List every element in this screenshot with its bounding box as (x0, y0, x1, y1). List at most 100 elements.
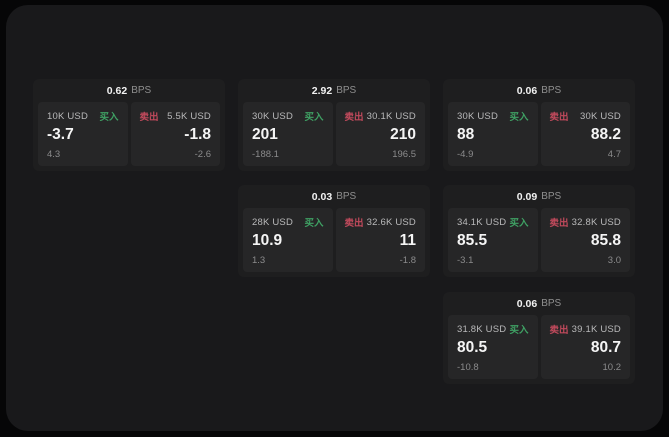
sell-amount: 32.6K USD (366, 216, 416, 228)
quote-body: 10K USD 买入 -3.7 4.3 卖出 5.5K USD -1.8 -2.… (33, 102, 225, 171)
buy-pane-top: 28K USD 买入 (252, 215, 324, 230)
quote-card: 0.06 BPS 30K USD 买入 88 -4.9 卖出 30K USD (443, 79, 635, 171)
sell-price: 80.7 (590, 339, 621, 356)
quote-body: 34.1K USD 买入 85.5 -3.1 卖出 32.8K USD 85.8… (443, 208, 635, 277)
bps-value: 0.06 (516, 297, 538, 310)
quote-card: 0.09 BPS 34.1K USD 买入 85.5 -3.1 卖出 32.8K… (443, 185, 635, 277)
buy-price: 85.5 (457, 232, 488, 249)
buy-amount: 30K USD (252, 110, 294, 122)
buy-pane[interactable]: 10K USD 买入 -3.7 4.3 (38, 102, 128, 166)
buy-delta: -4.9 (457, 149, 474, 160)
bps-header: 0.06 BPS (443, 292, 635, 315)
sell-pane[interactable]: 卖出 32.6K USD 11 -1.8 (335, 208, 425, 272)
bps-header: 0.03 BPS (238, 185, 430, 208)
bps-header: 2.92 BPS (238, 79, 430, 102)
buy-pane-top: 30K USD 买入 (252, 109, 324, 124)
bps-value: 0.03 (311, 190, 333, 203)
buy-price: 80.5 (457, 339, 488, 356)
buy-delta: -3.1 (457, 255, 474, 266)
sell-pane-top: 卖出 32.6K USD (344, 215, 417, 230)
sell-pane-top: 卖出 5.5K USD (139, 109, 212, 124)
buy-tag: 买入 (304, 218, 324, 229)
bps-header: 0.06 BPS (443, 79, 635, 102)
bps-unit: BPS (336, 191, 357, 202)
sell-pane-top: 卖出 32.8K USD (549, 215, 622, 230)
sell-delta: 10.2 (602, 362, 622, 373)
sell-tag: 卖出 (139, 112, 159, 123)
quotes-panel: 0.62 BPS 10K USD 买入 -3.7 4.3 卖出 5.5K USD (6, 5, 663, 431)
buy-amount: 28K USD (252, 216, 294, 228)
sell-pane[interactable]: 卖出 5.5K USD -1.8 -2.6 (130, 102, 220, 166)
sell-pane[interactable]: 卖出 30.1K USD 210 196.5 (335, 102, 425, 166)
buy-pane-top: 10K USD 买入 (47, 109, 119, 124)
sell-amount: 39.1K USD (571, 323, 621, 335)
sell-tag: 卖出 (344, 218, 364, 229)
quote-body: 28K USD 买入 10.9 1.3 卖出 32.6K USD 11 -1.8 (238, 208, 430, 277)
buy-tag: 买入 (509, 218, 529, 229)
buy-delta: 1.3 (252, 255, 266, 266)
sell-amount: 30K USD (579, 110, 621, 122)
sell-delta: 196.5 (392, 149, 416, 160)
bps-unit: BPS (131, 85, 152, 96)
sell-pane-top: 卖出 30K USD (549, 109, 622, 124)
bps-unit: BPS (541, 85, 562, 96)
sell-amount: 5.5K USD (167, 110, 211, 122)
buy-pane[interactable]: 30K USD 买入 88 -4.9 (448, 102, 538, 166)
bps-value: 0.62 (106, 84, 128, 97)
buy-delta: 4.3 (47, 149, 61, 160)
buy-pane-top: 31.8K USD 买入 (457, 322, 529, 337)
quote-card: 0.06 BPS 31.8K USD 买入 80.5 -10.8 卖出 39.1… (443, 292, 635, 384)
buy-pane[interactable]: 30K USD 买入 201 -188.1 (243, 102, 333, 166)
sell-pane[interactable]: 卖出 32.8K USD 85.8 3.0 (540, 208, 630, 272)
sell-price: 85.8 (590, 232, 621, 249)
buy-price: -3.7 (47, 126, 74, 143)
buy-pane-top: 34.1K USD 买入 (457, 215, 529, 230)
sell-pane-top: 卖出 39.1K USD (549, 322, 622, 337)
buy-price: 10.9 (252, 232, 283, 249)
buy-tag: 买入 (509, 112, 529, 123)
sell-pane[interactable]: 卖出 39.1K USD 80.7 10.2 (540, 315, 630, 379)
sell-amount: 32.8K USD (571, 216, 621, 228)
buy-pane[interactable]: 34.1K USD 买入 85.5 -3.1 (448, 208, 538, 272)
buy-amount: 34.1K USD (457, 216, 507, 228)
bps-value: 0.09 (516, 190, 538, 203)
sell-delta: 4.7 (607, 149, 621, 160)
buy-pane-top: 30K USD 买入 (457, 109, 529, 124)
sell-pane-top: 卖出 30.1K USD (344, 109, 417, 124)
sell-price: 11 (399, 232, 416, 249)
buy-tag: 买入 (304, 112, 324, 123)
sell-tag: 卖出 (549, 218, 569, 229)
bps-unit: BPS (541, 191, 562, 202)
quote-card: 2.92 BPS 30K USD 买入 201 -188.1 卖出 30.1K … (238, 79, 430, 171)
buy-delta: -10.8 (457, 362, 479, 373)
sell-price: 88.2 (590, 126, 621, 143)
sell-delta: -1.8 (399, 255, 416, 266)
buy-delta: -188.1 (252, 149, 279, 160)
sell-tag: 卖出 (344, 112, 364, 123)
sell-pane[interactable]: 卖出 30K USD 88.2 4.7 (540, 102, 630, 166)
buy-price: 201 (252, 126, 278, 143)
buy-pane[interactable]: 31.8K USD 买入 80.5 -10.8 (448, 315, 538, 379)
sell-tag: 卖出 (549, 325, 569, 336)
bps-value: 2.92 (311, 84, 333, 97)
sell-price: 210 (390, 126, 416, 143)
sell-price: -1.8 (184, 126, 211, 143)
bps-unit: BPS (541, 298, 562, 309)
quote-body: 30K USD 买入 201 -188.1 卖出 30.1K USD 210 1… (238, 102, 430, 171)
buy-amount: 10K USD (47, 110, 89, 122)
buy-amount: 31.8K USD (457, 323, 507, 335)
buy-amount: 30K USD (457, 110, 499, 122)
buy-tag: 买入 (99, 112, 119, 123)
bps-value: 0.06 (516, 84, 538, 97)
buy-price: 88 (457, 126, 475, 143)
bps-unit: BPS (336, 85, 357, 96)
buy-pane[interactable]: 28K USD 买入 10.9 1.3 (243, 208, 333, 272)
bps-header: 0.09 BPS (443, 185, 635, 208)
sell-delta: 3.0 (607, 255, 621, 266)
sell-tag: 卖出 (549, 112, 569, 123)
quote-card: 0.62 BPS 10K USD 买入 -3.7 4.3 卖出 5.5K USD (33, 79, 225, 171)
sell-amount: 30.1K USD (366, 110, 416, 122)
buy-tag: 买入 (509, 325, 529, 336)
sell-delta: -2.6 (194, 149, 211, 160)
